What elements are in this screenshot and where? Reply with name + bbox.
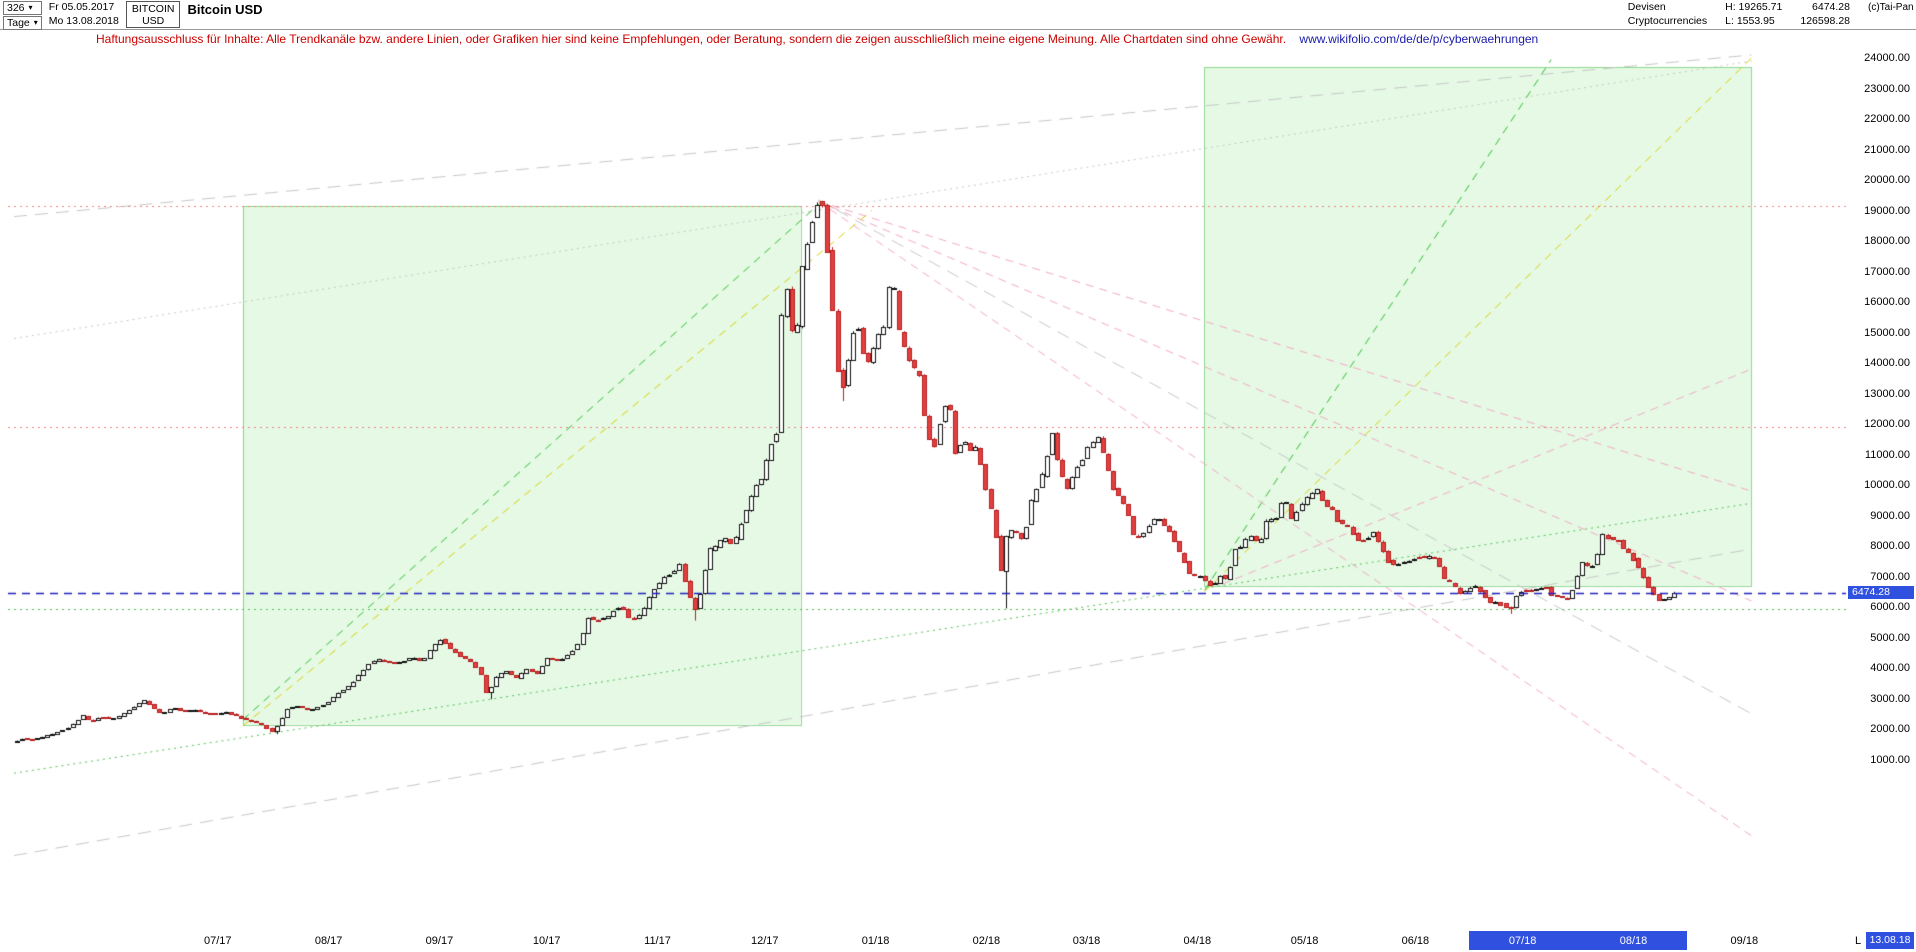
y-axis-label: 1000.00 — [1870, 753, 1910, 766]
disclaimer-text: Haftungsausschluss für Inhalte: Alle Tre… — [96, 32, 1287, 46]
x-axis-label: 09/18 — [1730, 935, 1759, 947]
y-axis-label: 6000.00 — [1870, 601, 1910, 613]
symbol-name: BITCOIN — [131, 2, 175, 15]
x-axis-label: 01/18 — [861, 935, 890, 947]
y-axis-label: 4000.00 — [1870, 662, 1910, 674]
last-price-tag: 6474.28 — [1848, 585, 1914, 599]
x-axis-label: 10/17 — [532, 935, 561, 947]
y-axis-label: 13000.00 — [1864, 387, 1910, 400]
last-price-value: 6474.28 — [1852, 585, 1890, 598]
x-axis-label: 02/18 — [972, 935, 1001, 947]
x-axis-label: 12/17 — [750, 935, 779, 947]
period-value: Tage — [7, 16, 30, 29]
category-label: Devisen — [1627, 1, 1666, 13]
y-axis-label: 2000.00 — [1870, 723, 1910, 735]
bars-count-value: 326 — [7, 1, 25, 14]
period-high-label: H: 19265.71 — [1725, 1, 1783, 13]
y-axis-label: 7000.00 — [1870, 570, 1910, 583]
x-axis-label: 08/18 — [1619, 935, 1648, 947]
y-axis-label: 17000.00 — [1864, 265, 1910, 278]
x-axis-label: 11/17 — [644, 935, 671, 947]
x-axis-label: 05/18 — [1290, 935, 1319, 947]
period-select[interactable]: Tage ▾ — [3, 16, 42, 30]
copyright-label: (c)Tai-Pan — [1868, 2, 1914, 13]
y-axis-label: 23000.00 — [1864, 82, 1910, 95]
disclaimer-link[interactable]: www.wikifolio.com/de/de/p/cyberwaehrunge… — [1299, 32, 1539, 46]
date-from: Fr 05.05.2017 — [48, 1, 115, 13]
y-axis-label: 18000.00 — [1864, 235, 1910, 247]
y-axis-label: 8000.00 — [1870, 540, 1910, 552]
cumulative-value: 126598.28 — [1800, 15, 1850, 27]
y-axis-label: 3000.00 — [1870, 692, 1910, 705]
chart-title: Bitcoin USD — [187, 2, 263, 17]
x-axis-label: 09/17 — [425, 935, 454, 947]
x-axis-label: 08/17 — [314, 935, 343, 947]
topbar: 326 ▾ Tage ▾ Fr 05.05.2017 Mo 13.08.2018… — [0, 0, 1916, 30]
y-axis-label: 19000.00 — [1864, 204, 1910, 217]
current-price-value: 6474.28 — [1812, 1, 1850, 13]
x-axis-selection-band[interactable] — [1469, 931, 1688, 950]
caret-down-icon: ▾ — [33, 18, 38, 27]
symbol-box[interactable]: BITCOIN USD — [125, 1, 181, 28]
y-axis-label: 10000.00 — [1864, 479, 1910, 491]
y-axis-label: 24000.00 — [1864, 52, 1910, 64]
y-axis-label: 16000.00 — [1864, 296, 1910, 308]
period-low-label: L: 1553.95 — [1725, 15, 1775, 27]
y-axis-label: 5000.00 — [1870, 631, 1910, 644]
corner-l-marker: L — [1855, 935, 1862, 947]
y-axis-label: 22000.00 — [1864, 113, 1910, 125]
y-axis-label: 21000.00 — [1864, 143, 1910, 156]
y-axis-label: 11000.00 — [1864, 448, 1910, 461]
symbol-currency: USD — [142, 14, 165, 27]
y-axis-label: 15000.00 — [1864, 326, 1910, 339]
x-axis-label: 04/18 — [1183, 935, 1212, 947]
bars-count-select[interactable]: 326 ▾ — [3, 1, 42, 15]
x-axis-label: 07/18 — [1508, 935, 1537, 947]
disclaimer-bar: Haftungsausschluss für Inhalte: Alle Tre… — [96, 32, 1538, 46]
x-axis-label: 06/18 — [1401, 935, 1430, 947]
x-axis-label: 07/17 — [204, 935, 232, 947]
y-axis-label: 12000.00 — [1864, 418, 1910, 430]
y-axis-label: 9000.00 — [1870, 509, 1910, 522]
last-date-chip: 13.08.18 — [1866, 932, 1914, 949]
y-axis-label: 20000.00 — [1864, 174, 1910, 186]
y-axis-label: 14000.00 — [1864, 357, 1910, 369]
x-axis-label: 03/18 — [1072, 935, 1101, 947]
caret-down-icon: ▾ — [28, 3, 33, 12]
subcategory-label: Cryptocurrencies — [1627, 15, 1708, 27]
date-to: Mo 13.08.2018 — [48, 15, 119, 27]
